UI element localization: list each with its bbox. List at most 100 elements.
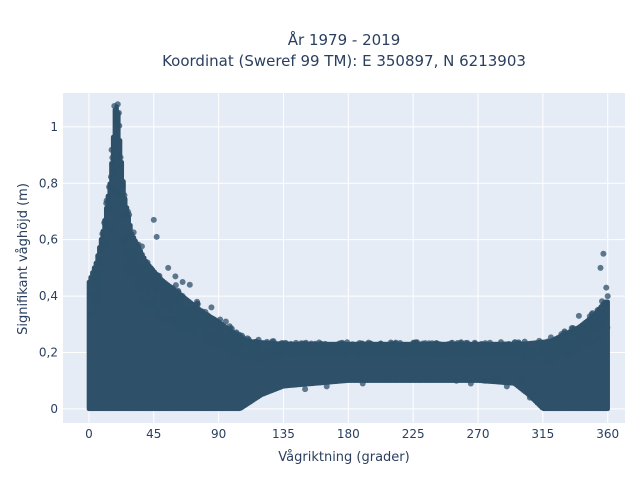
x-tick-label: 0 bbox=[85, 427, 93, 441]
x-tick-label: 90 bbox=[211, 427, 226, 441]
y-tick-label: 0,6 bbox=[39, 233, 58, 247]
scatter-point bbox=[107, 173, 114, 180]
scatter-point bbox=[256, 345, 263, 352]
scatter-point bbox=[126, 211, 133, 218]
scatter-point bbox=[310, 348, 317, 355]
y-tick-label: 0,2 bbox=[39, 345, 58, 359]
scatter-point bbox=[575, 312, 582, 319]
scatter-point bbox=[123, 253, 130, 260]
scatter-point bbox=[220, 343, 227, 350]
scatter-point bbox=[249, 346, 256, 353]
scatter-points bbox=[86, 101, 611, 412]
scatter-point bbox=[569, 342, 576, 349]
scatter-point bbox=[391, 351, 398, 358]
scatter-point bbox=[115, 192, 122, 199]
scatter-point bbox=[117, 165, 124, 172]
scatter-point bbox=[462, 339, 469, 346]
scatter-point bbox=[145, 289, 152, 296]
scatter-point bbox=[452, 348, 459, 355]
scatter-point bbox=[186, 281, 193, 288]
scatter-point bbox=[160, 290, 167, 297]
scatter-point bbox=[337, 350, 344, 357]
scatter-point bbox=[493, 377, 500, 384]
scatter-point bbox=[140, 299, 147, 306]
scatter-point bbox=[153, 304, 160, 311]
scatter-point bbox=[482, 377, 489, 384]
scatter-point bbox=[101, 219, 108, 226]
scatter-point bbox=[300, 340, 307, 347]
scatter-point bbox=[536, 337, 543, 344]
scatter-point bbox=[142, 275, 149, 282]
scatter-point bbox=[129, 252, 136, 259]
scatter-point bbox=[139, 269, 146, 276]
scatter-point bbox=[497, 350, 504, 357]
scatter-point bbox=[603, 284, 610, 291]
scatter-point bbox=[547, 341, 554, 348]
scatter-point bbox=[282, 339, 289, 346]
scatter-point bbox=[176, 324, 183, 331]
scatter-point bbox=[108, 146, 115, 153]
scatter-point bbox=[522, 347, 529, 354]
y-axis-ticks: 0 0,2 0,4 0,6 0,8 1 bbox=[39, 120, 58, 416]
scatter-point bbox=[241, 352, 248, 359]
scatter-point bbox=[597, 322, 604, 329]
scatter-point bbox=[483, 352, 490, 359]
scatter-point bbox=[428, 344, 435, 351]
scatter-point bbox=[540, 341, 547, 348]
scatter-point bbox=[378, 350, 385, 357]
scatter-point bbox=[121, 239, 128, 246]
scatter-point bbox=[449, 342, 456, 349]
scatter-point bbox=[138, 243, 145, 250]
scatter-point bbox=[208, 304, 215, 311]
chart-title-line-2: Koordinat (Sweref 99 TM): E 350897, N 62… bbox=[162, 52, 526, 70]
scatter-point bbox=[149, 297, 156, 304]
scatter-point bbox=[545, 349, 552, 356]
scatter-point bbox=[211, 336, 218, 343]
scatter-point bbox=[601, 300, 608, 307]
scatter-point bbox=[166, 296, 173, 303]
scatter-point bbox=[604, 324, 611, 331]
scatter-point bbox=[447, 351, 454, 358]
scatter-point bbox=[573, 334, 580, 341]
scatter-point bbox=[187, 320, 194, 327]
scatter-point bbox=[194, 307, 201, 314]
scatter-point bbox=[251, 340, 258, 347]
scatter-point bbox=[172, 273, 179, 280]
scatter-point bbox=[284, 348, 291, 355]
scatter-point bbox=[106, 183, 113, 190]
x-tick-label: 180 bbox=[337, 427, 360, 441]
scatter-point bbox=[111, 168, 118, 175]
scatter-point bbox=[165, 264, 172, 271]
scatter-point bbox=[488, 348, 495, 355]
scatter-point bbox=[440, 350, 447, 357]
scatter-point bbox=[213, 318, 220, 325]
scatter-point bbox=[116, 122, 123, 129]
scatter-point bbox=[104, 199, 111, 206]
scatter-point bbox=[324, 351, 331, 358]
scatter-point bbox=[318, 340, 325, 347]
scatter-point bbox=[515, 339, 522, 346]
scatter-point bbox=[584, 340, 591, 347]
scatter-point bbox=[594, 307, 601, 314]
scatter-point bbox=[576, 327, 583, 334]
y-axis-label: Signifikant våghöjd (m) bbox=[16, 183, 31, 335]
scatter-point bbox=[422, 340, 429, 347]
scatter-point bbox=[172, 282, 179, 289]
scatter-point bbox=[509, 348, 516, 355]
scatter-point bbox=[163, 286, 170, 293]
scatter-point bbox=[592, 338, 599, 345]
scatter-point bbox=[466, 351, 473, 358]
scatter-point bbox=[229, 349, 236, 356]
scatter-point bbox=[215, 342, 222, 349]
scatter-point bbox=[392, 342, 399, 349]
scatter-point bbox=[169, 316, 176, 323]
scatter-point bbox=[192, 313, 199, 320]
scatter-point bbox=[561, 329, 568, 336]
scatter-point bbox=[600, 250, 607, 257]
scatter-point bbox=[318, 348, 325, 355]
scatter-point bbox=[101, 240, 108, 247]
scatter-point bbox=[99, 268, 106, 275]
scatter-point bbox=[104, 224, 111, 231]
scatter-point bbox=[96, 256, 103, 263]
scatter-point bbox=[93, 293, 100, 300]
